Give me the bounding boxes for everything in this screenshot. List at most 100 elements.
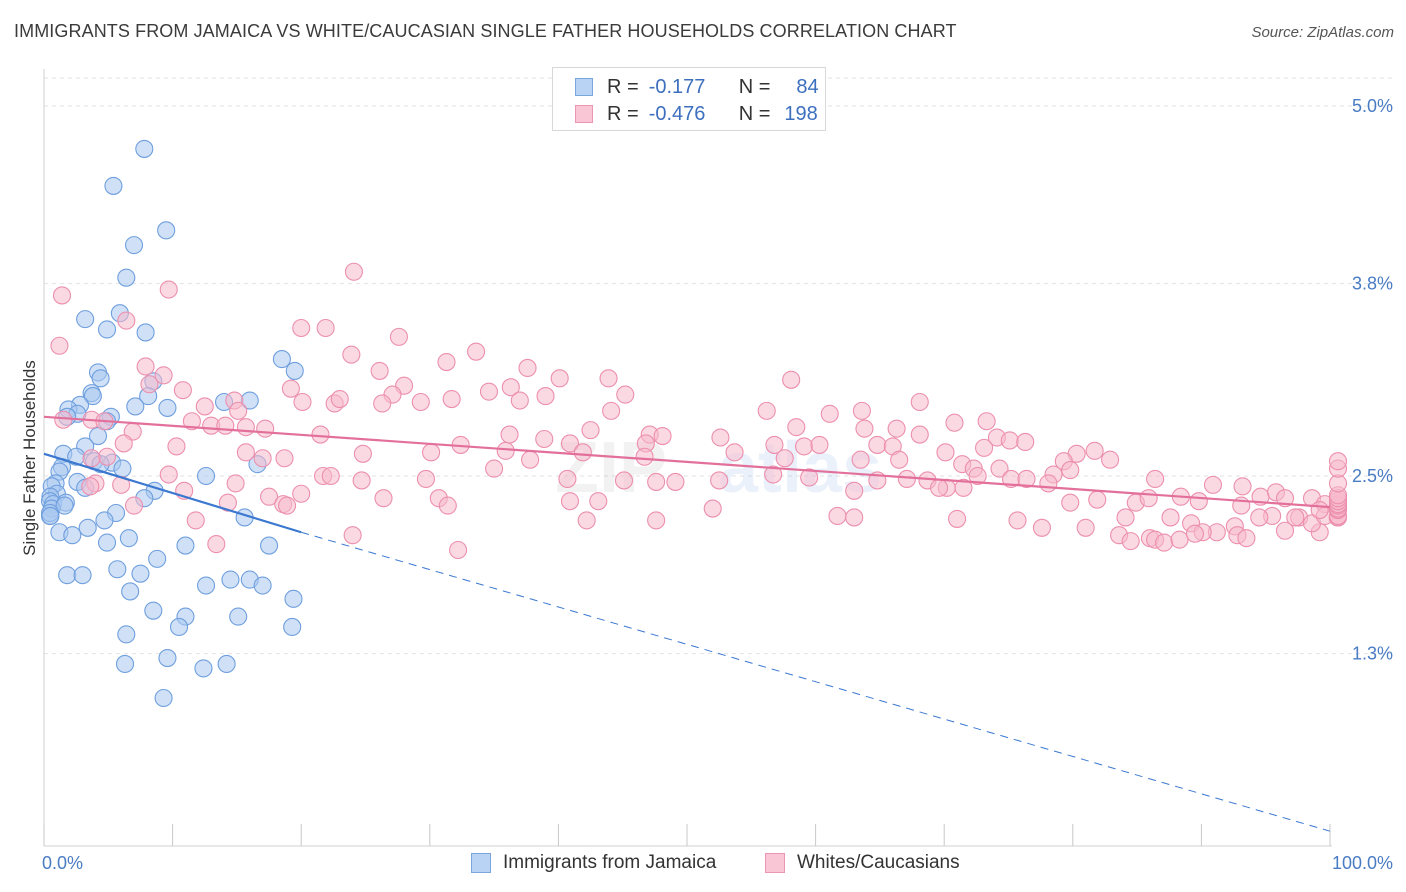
legend-swatch-blue: [575, 78, 593, 96]
point-whites: [82, 449, 101, 468]
point-whites: [167, 437, 186, 456]
y-tick-label-1: 2.5%: [1352, 466, 1393, 486]
point-whites: [535, 429, 554, 449]
point-whites: [616, 385, 635, 404]
y-tick-label-0: 1.3%: [1352, 644, 1393, 664]
point-whites: [1185, 524, 1205, 543]
point-whites: [910, 425, 929, 444]
point-whites: [373, 394, 392, 413]
point-whites: [577, 511, 596, 530]
point-whites: [757, 401, 776, 420]
point-whites: [1155, 533, 1174, 552]
point-whites: [711, 428, 730, 447]
point-whites: [182, 412, 201, 431]
legend-label-whites: Whites/Caucasians: [797, 852, 960, 873]
point-jamaica: [154, 688, 173, 708]
point-whites: [852, 401, 871, 420]
point-whites: [1161, 508, 1180, 527]
point-jamaica: [221, 570, 240, 589]
point-whites: [1116, 508, 1135, 527]
point-whites: [259, 487, 279, 506]
point-whites: [560, 492, 580, 511]
point-whites: [845, 481, 864, 500]
point-whites: [124, 496, 144, 515]
point-jamaica: [83, 387, 102, 406]
point-whites: [186, 511, 205, 530]
point-whites: [647, 511, 666, 530]
point-jamaica: [131, 564, 150, 583]
point-jamaica: [55, 496, 74, 515]
point-jamaica: [158, 648, 177, 668]
trend-lines: [43, 415, 1331, 832]
x-tick-label-0: 0.0%: [42, 853, 83, 873]
point-whites: [275, 449, 294, 468]
point-whites: [602, 401, 621, 420]
point-whites: [438, 496, 457, 515]
legend-swatch-pink: [575, 105, 593, 123]
point-whites: [1233, 477, 1252, 496]
point-whites: [342, 345, 361, 364]
point-whites: [518, 358, 537, 378]
point-jamaica: [63, 526, 82, 545]
point-whites: [374, 489, 393, 508]
legend-n-value: 84: [796, 75, 819, 98]
legend-label-jamaica: Immigrants from Jamaica: [503, 852, 717, 873]
point-whites: [1310, 500, 1329, 520]
point-whites: [725, 443, 744, 462]
point-whites: [50, 336, 69, 355]
point-whites: [782, 370, 801, 389]
point-whites: [114, 434, 133, 453]
grid-lines: [44, 77, 1392, 655]
point-whites: [501, 378, 520, 397]
point-whites: [159, 280, 178, 299]
point-whites: [311, 425, 330, 444]
point-jamaica: [91, 369, 110, 388]
point-whites: [54, 410, 73, 429]
point-whites: [1061, 493, 1080, 512]
point-whites: [117, 311, 136, 330]
point-whites: [352, 471, 371, 490]
point-whites: [218, 493, 237, 512]
point-whites: [810, 435, 829, 454]
y-tick-label-2: 3.8%: [1352, 274, 1393, 294]
point-jamaica: [117, 268, 136, 287]
point-whites: [216, 416, 235, 435]
point-whites: [581, 421, 600, 440]
point-whites: [1088, 490, 1107, 509]
point-jamaica: [41, 506, 60, 526]
point-whites: [710, 471, 729, 490]
point-jamaica: [157, 221, 176, 240]
point-jamaica: [135, 139, 154, 158]
point-whites: [292, 484, 311, 503]
point-whites: [635, 447, 654, 466]
point-whites: [278, 496, 297, 515]
point-jamaica: [158, 398, 177, 417]
point-jamaica: [121, 582, 140, 601]
point-whites: [1032, 518, 1051, 537]
point-whites: [910, 392, 929, 412]
point-jamaica: [104, 176, 123, 195]
point-whites: [229, 401, 248, 420]
point-jamaica: [119, 529, 138, 548]
legend-r-label: R =: [607, 102, 639, 125]
point-whites: [975, 438, 994, 457]
point-whites: [945, 413, 964, 432]
point-whites: [236, 418, 255, 437]
point-whites: [855, 419, 874, 438]
point-whites: [647, 472, 666, 491]
point-jamaica: [217, 654, 236, 674]
point-whites: [954, 478, 973, 497]
point-jamaica: [285, 361, 304, 380]
point-whites: [1237, 529, 1256, 548]
point-whites: [787, 418, 806, 437]
point-jamaica: [136, 323, 155, 342]
point-whites: [1146, 469, 1165, 489]
correlation-legend: R = -0.177 N = 84 R = -0.476 N = 198: [552, 67, 826, 131]
point-jamaica: [194, 659, 213, 678]
point-whites: [253, 449, 272, 468]
point-jamaica: [126, 397, 145, 416]
legend-item-whites: Whites/Caucasians: [765, 852, 960, 874]
point-whites: [1286, 508, 1305, 527]
point-jamaica: [229, 607, 248, 626]
legend-swatch-blue: [471, 853, 491, 873]
